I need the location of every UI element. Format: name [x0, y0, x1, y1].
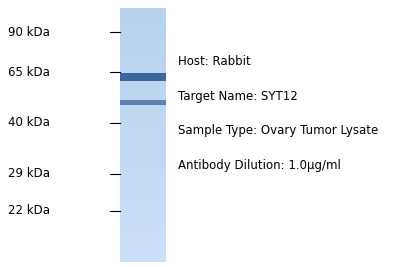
Text: 29 kDa: 29 kDa [8, 167, 50, 180]
Text: 65 kDa: 65 kDa [8, 66, 50, 78]
Text: Sample Type: Ovary Tumor Lysate: Sample Type: Ovary Tumor Lysate [178, 124, 378, 137]
Bar [120, 100, 166, 105]
Text: 40 kDa: 40 kDa [8, 116, 50, 129]
Text: Host: Rabbit: Host: Rabbit [178, 55, 251, 68]
Text: Antibody Dilution: 1.0μg/ml: Antibody Dilution: 1.0μg/ml [178, 159, 341, 172]
Text: Target Name: SYT12: Target Name: SYT12 [178, 90, 298, 103]
Text: 22 kDa: 22 kDa [8, 205, 50, 217]
Text: 90 kDa: 90 kDa [8, 26, 50, 38]
Bar [120, 73, 166, 81]
